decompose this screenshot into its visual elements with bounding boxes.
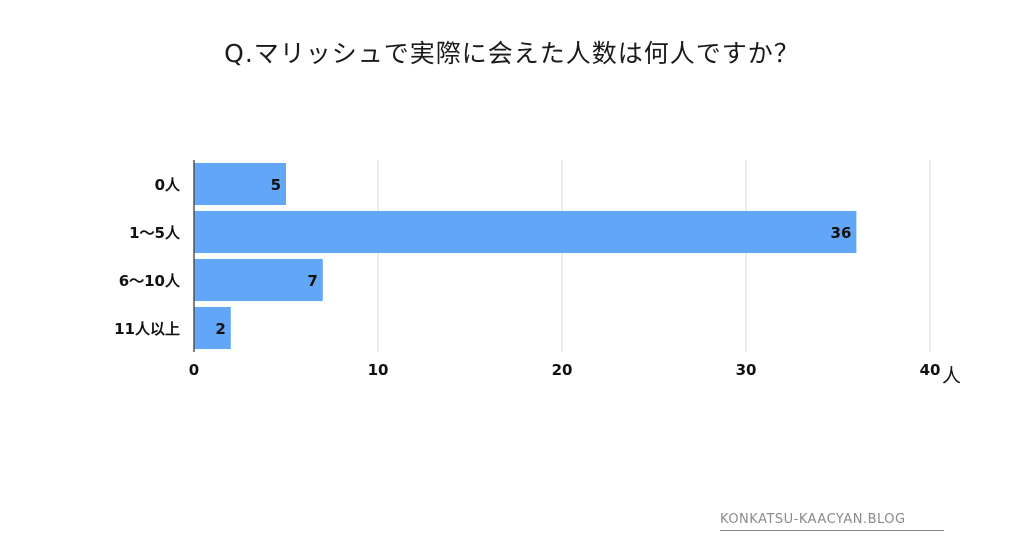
bar-0 (194, 163, 286, 205)
chart-title: Q.マリッシュで実際に会えた人数は何人ですか？ (224, 39, 800, 68)
site-watermark: KONKATSU-KAACYAN.BLOG (720, 512, 944, 531)
x-unit-label: 人 (942, 365, 961, 387)
x-tick-label-4: 40 (920, 361, 941, 379)
data-label-2: 7 (307, 272, 317, 290)
data-label-3: 2 (215, 320, 225, 338)
bar-1 (194, 211, 857, 253)
data-label-1: 36 (831, 224, 852, 242)
category-label-2: 6～10人 (119, 272, 181, 290)
bar-2 (194, 259, 323, 301)
category-label-0: 0人 (155, 176, 181, 194)
category-label-1: 1～5人 (129, 224, 181, 242)
category-label-3: 11人以上 (114, 320, 180, 338)
data-label-0: 5 (271, 176, 281, 194)
bar-3 (194, 307, 231, 349)
x-tick-label-2: 20 (552, 361, 573, 379)
x-tick-label-3: 30 (736, 361, 757, 379)
x-tick-label-0: 0 (189, 361, 199, 379)
x-tick-label-1: 10 (368, 361, 389, 379)
